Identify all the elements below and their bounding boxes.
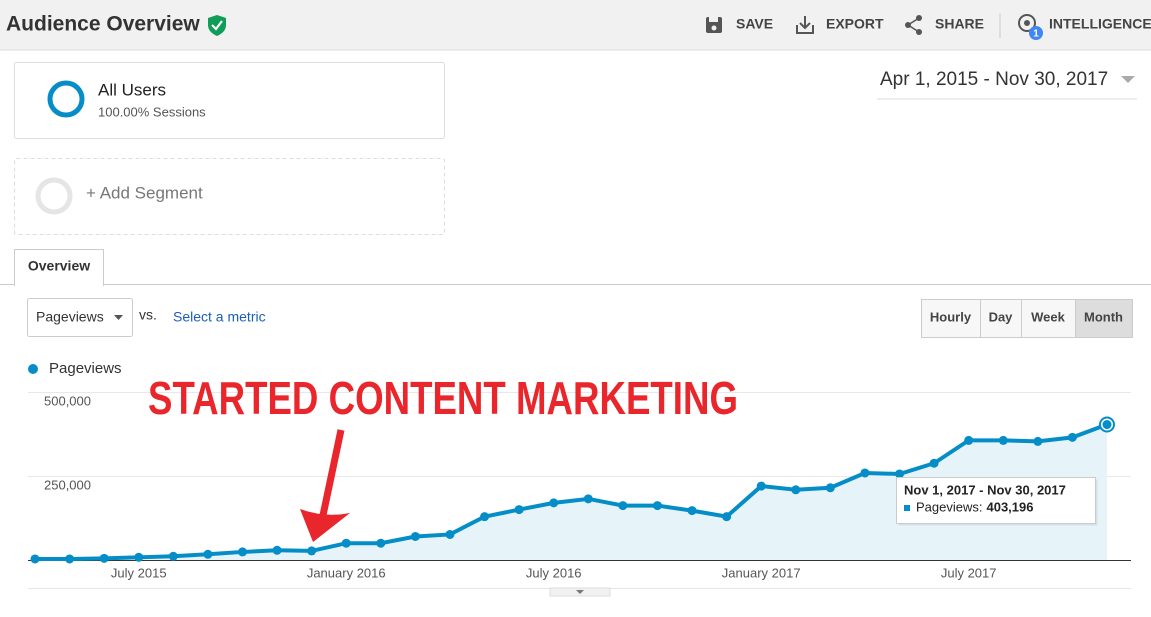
date-range[interactable]: Apr 1, 2015 - Nov 30, 2017 [880, 69, 1108, 90]
point [998, 435, 1008, 445]
chart: 250,000 500,000 July 2015 January 2016 July … [28, 392, 1131, 580]
x-tick-label: July 2017 [941, 565, 997, 580]
point [272, 545, 282, 555]
chart-footer [28, 587, 1131, 597]
point [410, 531, 420, 541]
point [99, 553, 109, 563]
metric-label[interactable]: Pageviews [36, 309, 104, 325]
point [1067, 432, 1077, 442]
point [860, 468, 870, 478]
point [895, 469, 905, 479]
point [722, 512, 732, 522]
verified-icon [208, 15, 226, 36]
tooltip-value: 403,196 [986, 499, 1033, 514]
x-tick-label: July 2015 [111, 565, 167, 580]
tooltip-title: Nov 1, 2017 - Nov 30, 2017 [904, 482, 1066, 497]
select-metric-link[interactable]: Select a metric [173, 309, 266, 325]
granularity-button[interactable] [1075, 299, 1133, 338]
segment-name: All Users [98, 80, 166, 99]
point [30, 554, 40, 564]
y-tick-label: 250,000 [44, 477, 91, 492]
point [514, 505, 524, 515]
tooltip-label: Pageviews: [916, 499, 982, 514]
granularity-label[interactable]: Day [989, 309, 1014, 324]
point [168, 551, 178, 561]
granularity-button[interactable] [1021, 299, 1076, 338]
legend-label: Pageviews [49, 360, 122, 377]
export-label[interactable]: EXPORT [826, 16, 884, 32]
segment-detail: 100.00% Sessions [98, 104, 206, 119]
annotation: STARTED CONTENT MARKETING [148, 372, 738, 424]
share-button[interactable]: SHARE [905, 15, 984, 35]
add-segment-label[interactable]: + Add Segment [86, 183, 203, 202]
share-label[interactable]: SHARE [935, 16, 984, 32]
granularity-label[interactable]: Week [1031, 309, 1065, 324]
point [376, 538, 386, 548]
point [791, 485, 801, 495]
point [756, 481, 766, 491]
vs-label: vs. [139, 307, 157, 323]
point [652, 501, 662, 511]
granularity-button[interactable] [980, 299, 1022, 338]
point [687, 506, 697, 516]
line [35, 422, 1108, 561]
legend-dot [28, 364, 38, 374]
page-title: Audience Overview [6, 13, 200, 36]
save-button[interactable]: SAVE [706, 16, 773, 33]
chart-legend: Pageviews [28, 360, 122, 377]
point [825, 483, 835, 493]
x-tick-label: January 2017 [722, 565, 801, 580]
tooltip: Nov 1, 2017 - Nov 30, 2017 Pageviews: 40… [896, 477, 1098, 526]
annotation-arrow [300, 429, 350, 542]
point [618, 501, 628, 511]
intelligence-button[interactable]: 1 INTELLIGENCE [1018, 14, 1151, 40]
x-tick-label: July 2016 [526, 565, 582, 580]
notification-badge: 1 [1033, 29, 1039, 40]
point [65, 554, 75, 564]
overview-tab[interactable]: Overview [14, 249, 104, 287]
point [307, 546, 317, 556]
point [583, 494, 593, 504]
point [341, 538, 351, 548]
point [445, 529, 455, 539]
x-tick-label: January 2016 [307, 565, 386, 580]
granularity-label[interactable]: Hourly [930, 309, 972, 324]
point [1033, 436, 1043, 446]
top-bar [0, 0, 1151, 50]
export-button[interactable]: EXPORT [796, 16, 884, 34]
point [929, 458, 939, 468]
y-tick-label: 500,000 [44, 393, 91, 408]
intelligence-label[interactable]: INTELLIGENCE [1049, 16, 1151, 32]
date-picker[interactable]: Apr 1, 2015 - Nov 30, 2017 [877, 69, 1137, 100]
point [237, 547, 247, 557]
granularity-label[interactable]: Month [1084, 309, 1123, 324]
granularity-button[interactable] [921, 299, 981, 338]
area [35, 424, 1107, 560]
segment-card[interactable]: All Users 100.00% Sessions [14, 62, 445, 139]
point-highlight [1102, 420, 1112, 430]
point [203, 549, 213, 559]
metric-dropdown[interactable]: Pageviews [27, 298, 133, 337]
point [549, 498, 559, 508]
point [480, 512, 490, 522]
point [964, 435, 974, 445]
granularity-buttons: Hourly Day Week Month [921, 299, 1133, 338]
tab-label[interactable]: Overview [28, 258, 90, 274]
save-label[interactable]: SAVE [736, 16, 773, 32]
add-segment[interactable]: + Add Segment [14, 158, 445, 235]
point [134, 552, 144, 562]
